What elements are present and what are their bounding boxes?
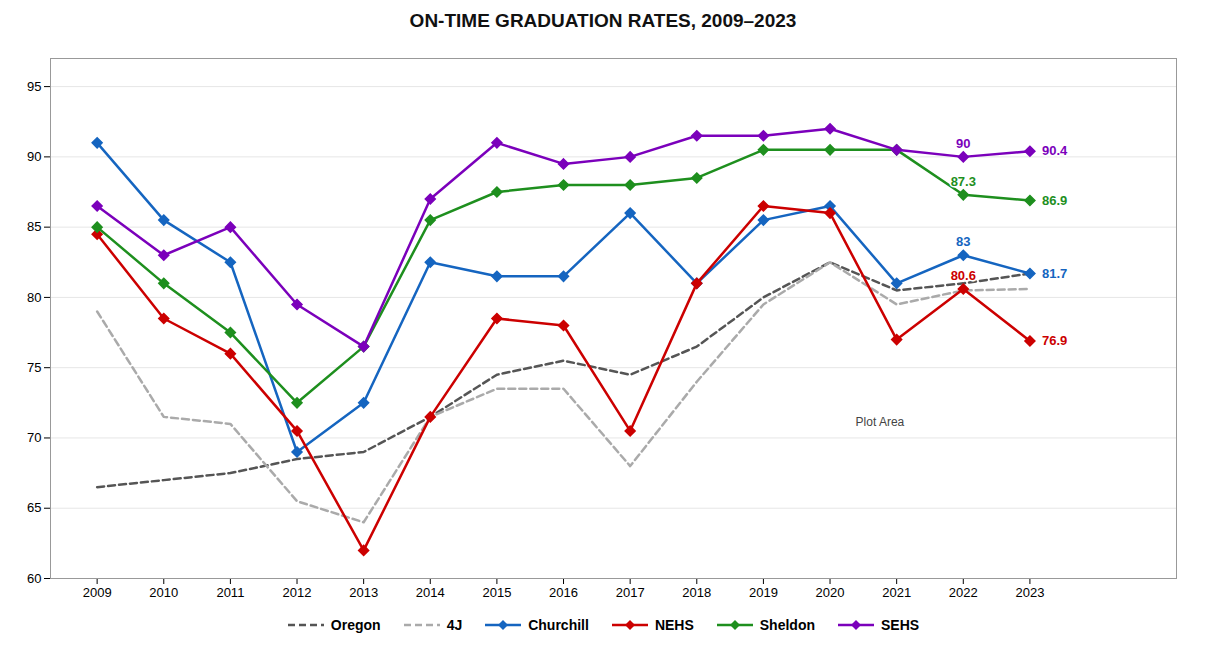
svg-text:2019: 2019 [749, 585, 778, 600]
html-text:4J: 4J [446, 617, 463, 633]
svg-text:83: 83 [956, 234, 970, 249]
svg-text:90: 90 [956, 136, 970, 151]
svg-text:2015: 2015 [482, 585, 511, 600]
svg-text:76.9: 76.9 [1042, 333, 1067, 348]
html-text:Sheldon: Sheldon [759, 617, 815, 633]
svg-text:2022: 2022 [949, 585, 978, 600]
svg-text:2013: 2013 [349, 585, 378, 600]
svg-text:2009: 2009 [83, 585, 112, 600]
svg-text:2017: 2017 [616, 585, 645, 600]
svg-text:60: 60 [27, 571, 41, 586]
html-text:Churchill: Churchill [528, 617, 589, 633]
svg-text:80: 80 [27, 290, 41, 305]
svg-text:2021: 2021 [882, 585, 911, 600]
html-text:Oregon: Oregon [330, 617, 381, 633]
svg-text:65: 65 [27, 500, 41, 515]
svg-text:75: 75 [27, 360, 41, 375]
svg-text:2016: 2016 [549, 585, 578, 600]
html-text:SEHS: SEHS [881, 617, 920, 633]
svg-text:90.4: 90.4 [1042, 143, 1068, 158]
svg-text:87.3: 87.3 [951, 174, 976, 189]
svg-text:80.6: 80.6 [951, 268, 976, 283]
html-text:ON-TIME GRADUATION RATES, 2009: ON-TIME GRADUATION RATES, 2009–2023 [409, 10, 797, 31]
svg-text:90: 90 [27, 149, 41, 164]
svg-text:2018: 2018 [682, 585, 711, 600]
svg-text:2012: 2012 [283, 585, 312, 600]
svg-text:85: 85 [27, 219, 41, 234]
svg-text:2011: 2011 [216, 585, 244, 600]
svg-text:95: 95 [27, 79, 41, 94]
svg-text:2020: 2020 [816, 585, 845, 600]
svg-text:2010: 2010 [149, 585, 178, 600]
svg-text:70: 70 [27, 430, 41, 445]
html-text:NEHS: NEHS [654, 617, 694, 633]
svg-text:86.9: 86.9 [1042, 193, 1067, 208]
svg-text:81.7: 81.7 [1042, 266, 1067, 281]
svg-text:2023: 2023 [1015, 585, 1044, 600]
svg-text:2014: 2014 [416, 585, 445, 600]
svg-text:Plot Area: Plot Area [856, 415, 905, 429]
